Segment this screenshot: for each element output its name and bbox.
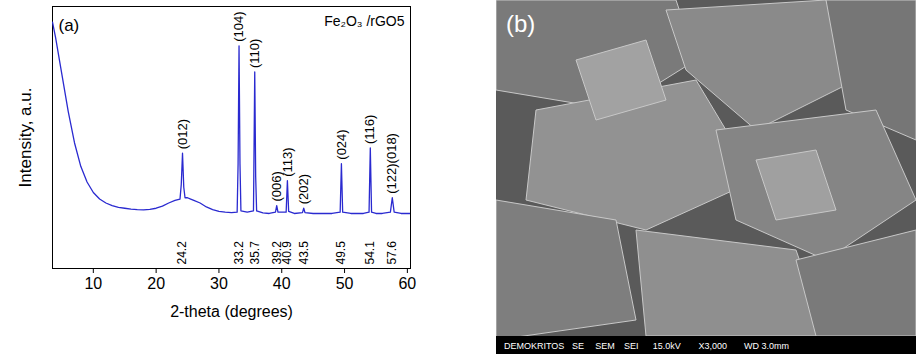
svg-text:40: 40 [273, 275, 291, 292]
svg-text:SEI: SEI [624, 341, 639, 351]
svg-text:X3,000: X3,000 [698, 341, 727, 351]
svg-text:(202): (202) [296, 174, 311, 204]
svg-text:20: 20 [147, 275, 165, 292]
svg-text:(006): (006) [268, 171, 284, 202]
svg-text:(012): (012) [175, 119, 190, 149]
svg-text:Intensity, a.u.: Intensity, a.u. [16, 88, 35, 188]
svg-text:(116): (116) [362, 115, 377, 144]
svg-text:54.1: 54.1 [363, 241, 377, 265]
svg-text:15.0kV: 15.0kV [653, 341, 681, 351]
svg-text:57.6: 57.6 [385, 241, 399, 265]
svg-text:SE: SE [572, 341, 584, 351]
svg-text:40.9: 40.9 [280, 241, 294, 265]
svg-text:Fe₂O₃ /rGO5: Fe₂O₃ /rGO5 [324, 13, 405, 29]
svg-text:(b): (b) [506, 10, 535, 37]
svg-text:50: 50 [336, 275, 354, 292]
svg-text:24.2: 24.2 [175, 241, 189, 265]
svg-text:2-theta (degrees): 2-theta (degrees) [170, 303, 293, 320]
svg-text:DEMOKRITOS: DEMOKRITOS [504, 341, 564, 351]
svg-text:WD 3.0mm: WD 3.0mm [744, 341, 789, 351]
svg-text:43.5: 43.5 [297, 241, 311, 265]
svg-text:33.2: 33.2 [232, 241, 246, 265]
svg-text:35.7: 35.7 [248, 241, 262, 265]
svg-text:39.2: 39.2 [269, 241, 284, 265]
svg-text:(110): (110) [247, 39, 262, 68]
svg-text:(122)(018): (122)(018) [384, 133, 399, 194]
svg-text:10: 10 [84, 275, 102, 292]
svg-text:SEM: SEM [595, 341, 615, 351]
svg-text:60: 60 [398, 275, 416, 292]
svg-text:(024): (024) [334, 129, 349, 159]
svg-text:(a): (a) [59, 16, 80, 35]
svg-text:49.5: 49.5 [334, 241, 348, 265]
svg-text:30: 30 [210, 275, 228, 292]
svg-text:(104): (104) [231, 11, 246, 41]
svg-text:(113): (113) [280, 147, 295, 176]
